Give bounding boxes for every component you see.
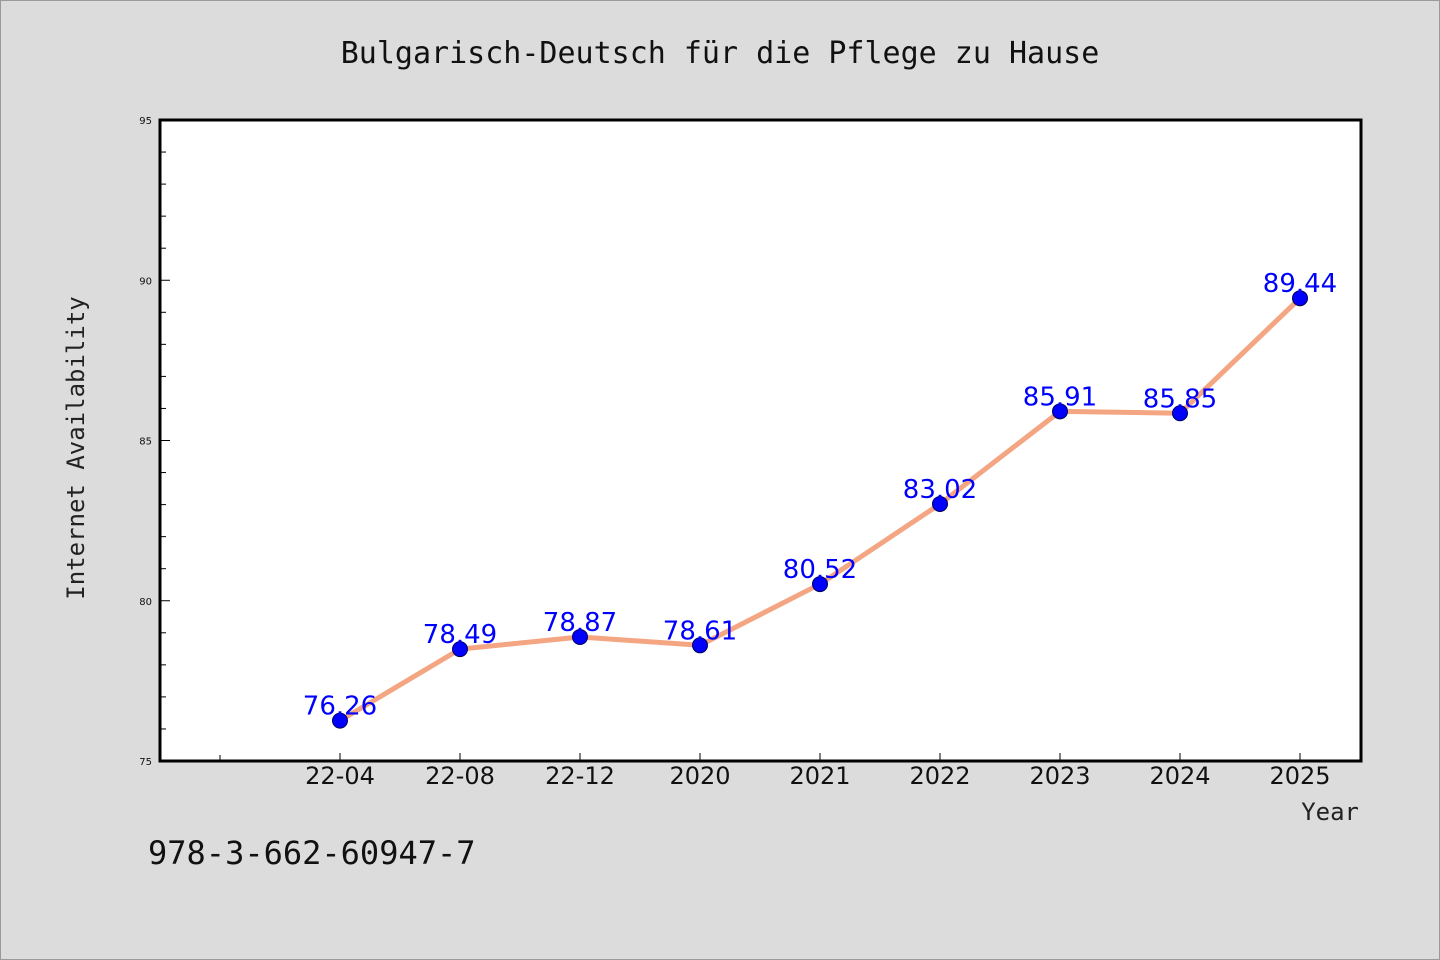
plot-area	[158, 118, 1363, 763]
isbn-text: 978-3-662-60947-7	[148, 834, 476, 872]
data-point	[1052, 403, 1068, 420]
y-tick-label: 85	[139, 437, 152, 448]
data-label: 78.87	[543, 608, 617, 638]
y-axis: 75 80 85 90 95	[139, 116, 170, 768]
x-axis-label: Year	[1301, 798, 1359, 826]
data-point	[932, 495, 948, 512]
data-label: 83.02	[903, 475, 977, 505]
data-label: 78.61	[663, 616, 737, 646]
x-tick-label: 2020	[669, 762, 730, 790]
data-point	[332, 712, 348, 729]
y-axis-label: Internet Availability	[62, 296, 90, 599]
series-group: 76.26 78.49 78.87 78.61 80.52 83.02 85.91 85.85…	[303, 269, 1337, 729]
chart-title: Bulgarisch-Deutsch für die Pflege zu Hau…	[341, 36, 1100, 71]
x-tick-label: 2025	[1269, 762, 1330, 790]
x-tick-label: 22-12	[545, 762, 615, 790]
x-axis: 22-04 22-08 22-12 2020 2021 2022 2023 2024 2025	[219, 753, 1331, 790]
data-label: 80.52	[783, 555, 857, 585]
data-label: 76.26	[303, 692, 377, 722]
data-label: 78.49	[423, 620, 497, 650]
y-tick-label: 75	[139, 757, 152, 768]
data-point	[572, 628, 588, 645]
data-label: 85.91	[1023, 382, 1097, 412]
x-tick-label: 2024	[1149, 762, 1210, 790]
x-tick-label: 2021	[789, 762, 850, 790]
x-tick-label: 22-08	[425, 762, 495, 790]
x-tick-label: 22-04	[305, 762, 375, 790]
data-point	[1292, 290, 1308, 307]
data-point	[1172, 405, 1188, 422]
data-point	[812, 576, 828, 593]
y-tick-label: 90	[139, 276, 152, 287]
data-point	[692, 637, 708, 654]
x-tick-label: 2023	[1029, 762, 1090, 790]
x-tick-label: 2022	[909, 762, 970, 790]
y-tick-label: 95	[139, 116, 152, 127]
data-label: 89.44	[1263, 269, 1337, 299]
y-tick-label: 80	[139, 597, 152, 608]
data-point	[452, 641, 468, 658]
data-label: 85.85	[1143, 384, 1217, 414]
